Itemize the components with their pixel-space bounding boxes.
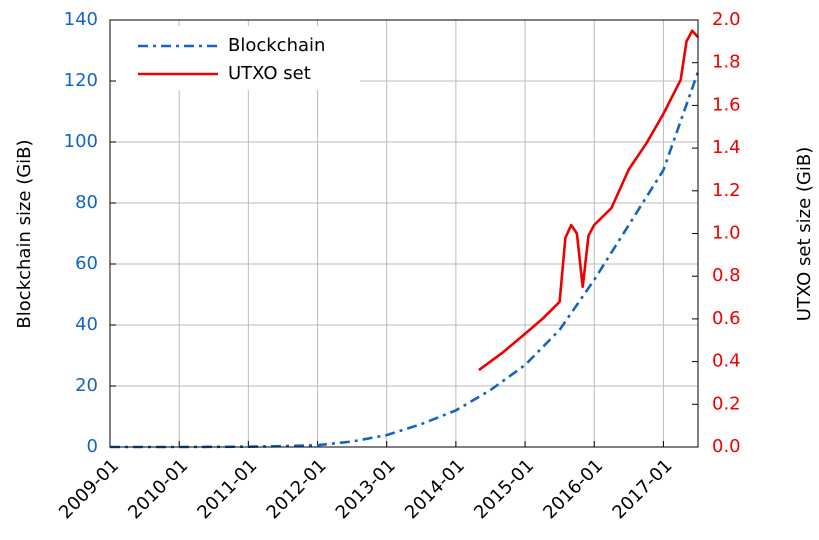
- x-tick-label: 2010-01: [124, 455, 192, 523]
- x-tick-label: 2013-01: [332, 455, 400, 523]
- x-tick-label: 2017-01: [608, 455, 676, 523]
- y2-tick-label: 0.2: [712, 393, 741, 414]
- y-axis-label: Blockchain size (GiB): [14, 139, 35, 328]
- legend-label: Blockchain: [228, 35, 325, 56]
- y-tick-label: 20: [75, 375, 98, 396]
- legend-box: [116, 26, 360, 90]
- x-tick-label: 2016-01: [539, 455, 607, 523]
- y2-axis-label: UTXO set size (GiB): [794, 147, 815, 321]
- plot-frame: [109, 19, 699, 448]
- legend-label: UTXO set: [228, 63, 311, 84]
- y2-tick-label: 1.4: [712, 137, 741, 158]
- y-tick-label: 40: [75, 314, 98, 335]
- y2-tick-label: 0.8: [712, 265, 741, 286]
- y2-tick-label: 0.6: [712, 308, 741, 329]
- y2-tick-label: 1.2: [712, 180, 741, 201]
- line: [110, 71, 700, 449]
- y2-tick-label: 2.0: [712, 9, 741, 30]
- y-tick-label: 0: [87, 436, 98, 457]
- y-tick-label: 80: [75, 192, 98, 213]
- y2-tick-label: 0.4: [712, 351, 741, 372]
- y-tick-label: 60: [75, 253, 98, 274]
- y2-tick-label: 1.0: [712, 223, 741, 244]
- x-tick-label: 2012-01: [263, 455, 331, 523]
- y-tick-label: 120: [64, 70, 98, 91]
- y2-tick-label: 0.0: [712, 436, 741, 457]
- x-tick-label: 2011-01: [193, 455, 261, 523]
- y-tick-label: 100: [64, 131, 98, 152]
- line: [478, 29, 699, 372]
- x-tick-label: 2015-01: [470, 455, 538, 523]
- y2-tick-label: 1.6: [712, 94, 741, 115]
- y-tick-label: 140: [64, 9, 98, 30]
- x-tick-label: 2014-01: [401, 455, 469, 523]
- y2-tick-label: 1.8: [712, 52, 741, 73]
- x-tick-label: 2009-01: [55, 455, 123, 523]
